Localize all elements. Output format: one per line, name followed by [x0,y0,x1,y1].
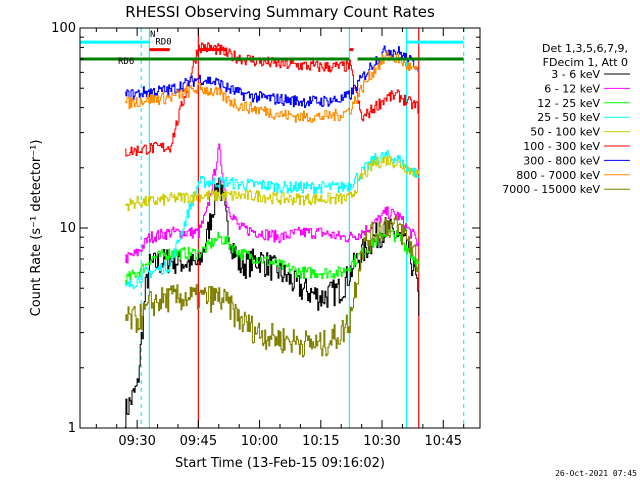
legend-label: 50 - 100 keV [530,126,600,139]
series-line [124,156,420,212]
legend-label: 25 - 50 keV [537,111,600,124]
series-line [124,215,420,358]
legend-label: 6 - 12 keV [544,82,600,95]
x-axis-label: Start Time (13-Feb-15 09:16:02) [175,456,385,471]
series-line [124,143,420,264]
legend-header-line-1: Det 1,3,5,6,7,9, [542,42,628,55]
axes: 09:30 09:45 10:00 10:15 10:30 10:45 1 10 100 [51,21,481,449]
legend-header-line-2: FDecim 1, Att 0 [543,56,628,69]
timestamp: 26-Oct-2021 07:45 [555,469,637,478]
legend-label: 12 - 25 keV [537,97,600,110]
series-line [124,149,420,290]
legend-label: 800 - 7000 keV [516,169,600,182]
legend-label: 100 - 300 keV [523,140,600,153]
flag-label: RD6 [118,57,134,67]
series-lines [124,42,420,428]
y-tick-label: 100 [51,21,76,36]
x-tick-label: 10:15 [302,434,339,449]
legend-label: 3 - 6 keV [551,68,600,81]
x-tick-label: 10:30 [363,434,400,449]
y-tick-label: 10 [59,221,76,236]
y-axis-label: Count Rate (s⁻¹ detector⁻¹) [29,140,44,317]
x-tick-label: 09:45 [180,434,217,449]
x-tick-label: 10:00 [241,434,278,449]
x-tick-label: 10:45 [425,434,462,449]
flag-label: N [150,30,155,40]
legend-label: 7000 - 15000 keV [502,183,600,196]
series-line [124,51,420,123]
series-line [124,45,420,108]
y-tick-label: 1 [68,421,76,436]
flag-label: RD0 [155,38,171,48]
legend-label: 300 - 800 keV [523,154,600,167]
plot-frame [79,27,481,429]
x-tick-label: 09:30 [118,434,155,449]
chart-title: RHESSI Observing Summary Count Rates [125,3,435,21]
